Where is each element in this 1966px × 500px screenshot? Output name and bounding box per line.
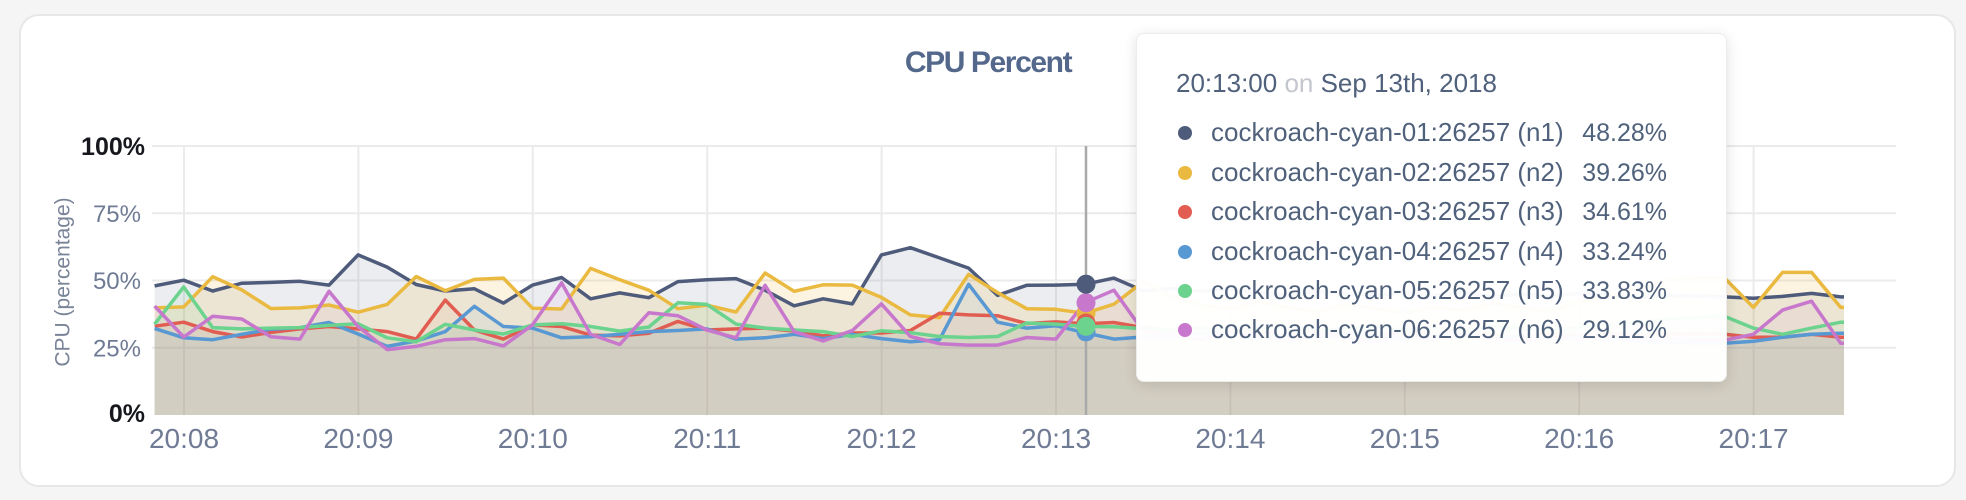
svg-text:CPU (percentage): CPU (percentage) <box>52 197 75 366</box>
svg-text:20:13: 20:13 <box>1021 423 1091 454</box>
svg-text:20:17: 20:17 <box>1719 423 1789 454</box>
svg-text:20:16: 20:16 <box>1544 423 1614 454</box>
svg-text:25%: 25% <box>93 336 141 363</box>
svg-text:100%: 100% <box>81 133 145 161</box>
svg-text:20:11: 20:11 <box>673 423 741 454</box>
svg-text:20:14: 20:14 <box>1195 423 1265 454</box>
svg-text:50%: 50% <box>93 268 141 295</box>
svg-text:20:12: 20:12 <box>847 423 917 454</box>
svg-text:20:15: 20:15 <box>1370 423 1440 454</box>
svg-text:20:09: 20:09 <box>323 423 393 454</box>
svg-text:20:08: 20:08 <box>149 423 219 454</box>
svg-text:20:10: 20:10 <box>498 423 568 454</box>
svg-text:75%: 75% <box>93 201 141 228</box>
svg-text:0%: 0% <box>109 400 145 428</box>
